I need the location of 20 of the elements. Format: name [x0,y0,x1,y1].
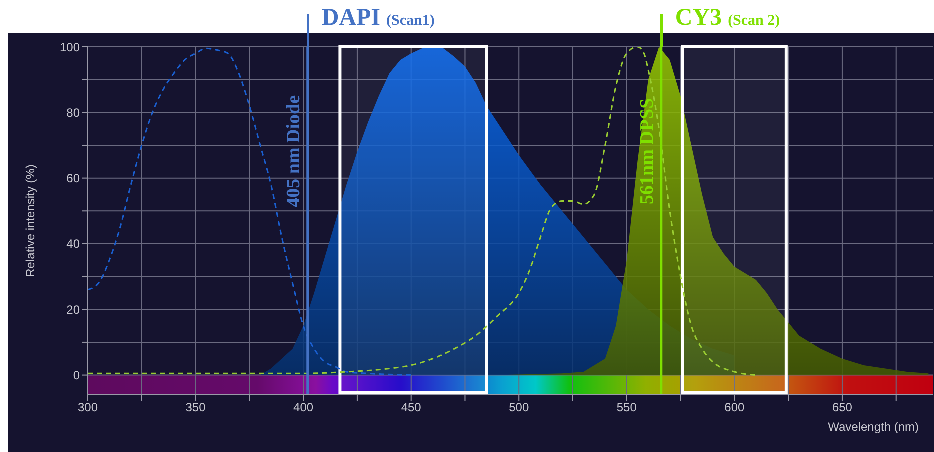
x-tick-label: 500 [509,400,530,415]
x-tick-label: 600 [724,400,746,415]
x-tick-label: 650 [832,400,853,415]
ref-line-label: 405 nm Diode [283,95,304,208]
y-tick-label: 0 [73,368,80,383]
y-tick-label: 20 [66,302,80,317]
y-tick-label: 80 [66,106,80,120]
y-tick-label: 40 [66,237,80,252]
x-tick-label: 350 [186,400,206,415]
y-tick-label: 60 [66,172,80,186]
text: DAPI (Scan1) [322,5,435,31]
x-tick-label: 450 [401,400,422,415]
text: CY3 (Scan 2) [675,5,780,31]
x-tick-label: 400 [294,400,314,415]
x-tick-label: 550 [616,400,638,415]
y-tick-label: 100 [60,40,80,54]
x-axis-title: Wavelength (nm) [828,420,919,434]
ref-line-label: 561nm DPSS [636,98,658,204]
x-tick-label: 300 [78,400,98,415]
y-axis-title: Relative intensity (%) [23,164,38,278]
